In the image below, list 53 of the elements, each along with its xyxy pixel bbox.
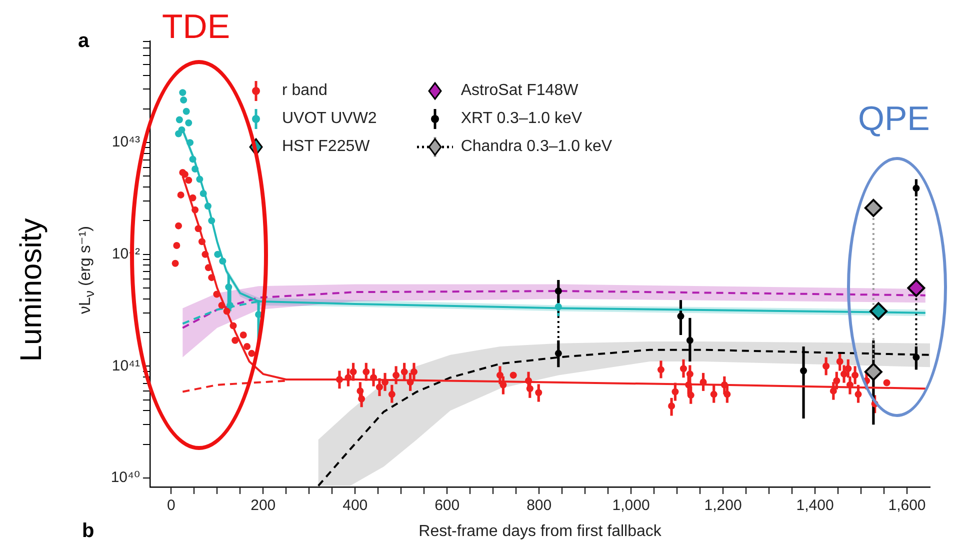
point (225, 284, 232, 291)
x-tick-label: 1,000 (612, 497, 650, 514)
legend-label: XRT 0.3–1.0 keV (460, 110, 582, 128)
x-tick-label: 600 (434, 497, 460, 514)
text: a (78, 30, 90, 53)
legend-label: Chandra 0.3–1.0 keV (460, 138, 612, 156)
point (686, 336, 694, 344)
point (912, 184, 920, 192)
point (912, 354, 920, 361)
point (800, 367, 808, 374)
point (208, 217, 216, 224)
y-tick-label: 10⁴¹ (112, 357, 140, 374)
legend-label: AstroSat F148W (460, 82, 578, 100)
point (176, 116, 183, 124)
x-axis-title: Rest-frame days from first fallback (418, 522, 662, 540)
legend-label: HST F225W (282, 138, 370, 156)
point (554, 303, 562, 310)
x-tick-label: 200 (250, 497, 276, 514)
point (214, 250, 222, 258)
point (180, 96, 188, 104)
y-tick-label: 10⁴⁰ (110, 469, 140, 486)
point (178, 126, 186, 134)
text: Luminosity (15, 218, 49, 362)
point (677, 312, 684, 320)
annotation: TDE (162, 8, 230, 47)
y-tick-label: 10⁴³ (112, 134, 140, 151)
legend-label: r band (282, 82, 328, 100)
point (182, 108, 190, 115)
annotation: QPE (858, 100, 930, 139)
point (554, 288, 562, 295)
x-tick-label: 0 (166, 497, 176, 514)
point (179, 89, 186, 96)
x-tick-label: 1,400 (796, 497, 834, 514)
point (200, 190, 207, 198)
point (186, 139, 194, 146)
point (185, 119, 192, 126)
point (204, 202, 212, 210)
x-tick-label: 400 (342, 497, 368, 514)
point (869, 302, 888, 320)
point (189, 156, 196, 163)
text: b (82, 520, 94, 543)
point (196, 176, 204, 183)
x-tick-label: 1,600 (888, 497, 926, 514)
point (226, 302, 234, 309)
point (219, 258, 226, 265)
point (864, 362, 882, 381)
point (907, 279, 926, 298)
legend-label: UVOT UVW2 (282, 110, 377, 128)
point (864, 198, 882, 217)
x-tick-label: 800 (526, 497, 552, 514)
point (554, 350, 562, 357)
x-tick-label: 1,200 (704, 497, 742, 514)
point (192, 166, 199, 173)
